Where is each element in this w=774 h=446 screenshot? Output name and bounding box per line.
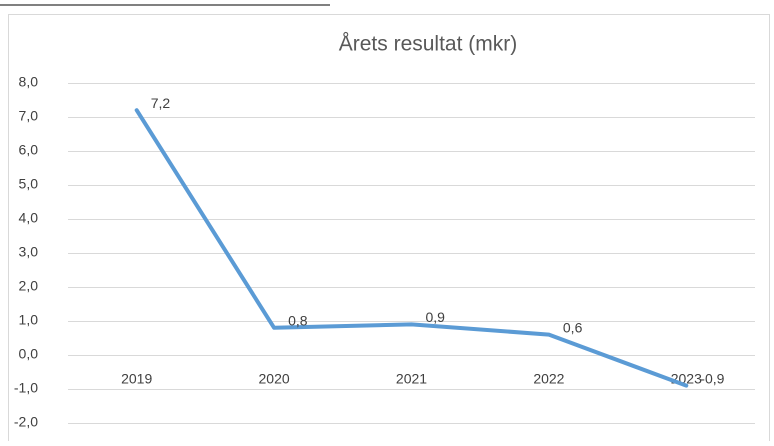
- y-tick-label: 7,0: [19, 108, 39, 124]
- y-tick-label: 6,0: [19, 142, 39, 158]
- y-tick-label: 8,0: [19, 74, 39, 90]
- data-label: 0,9: [426, 309, 446, 325]
- y-tick-label: 0,0: [19, 346, 39, 362]
- data-label: 7,2: [151, 95, 171, 111]
- y-tick-label: -2,0: [14, 414, 38, 430]
- data-label: -0,9: [700, 370, 724, 386]
- x-tick-label: 2019: [121, 371, 152, 387]
- chart-title: Årets resultat (mkr): [339, 33, 518, 56]
- y-tick-label: 5,0: [19, 176, 39, 192]
- y-tick-label: 1,0: [19, 312, 39, 328]
- y-tick-label: -1,0: [14, 380, 38, 396]
- y-tick-label: 2,0: [19, 278, 39, 294]
- y-tick-label: 4,0: [19, 210, 39, 226]
- data-label: 0,8: [288, 313, 308, 329]
- data-line: [134, 108, 689, 388]
- y-tick-label: 3,0: [19, 244, 39, 260]
- x-tick-label: 2021: [396, 371, 427, 387]
- x-tick-label: 2020: [259, 371, 290, 387]
- chart-border: [8, 14, 770, 446]
- x-tick-label: 2022: [533, 371, 564, 387]
- data-label: 0,6: [563, 319, 583, 335]
